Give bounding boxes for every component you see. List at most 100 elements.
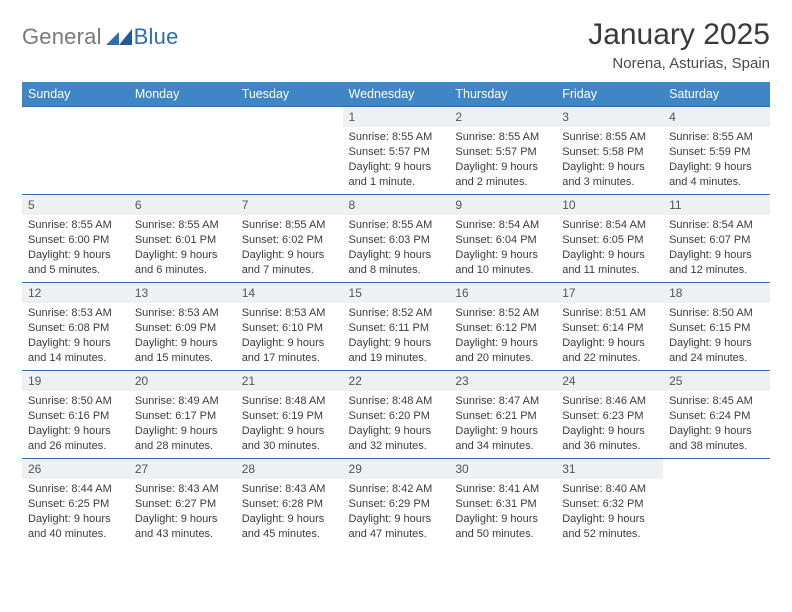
day-number: 21 [236, 371, 343, 391]
day-body [22, 127, 129, 187]
day-sunrise: Sunrise: 8:50 AM [28, 394, 123, 409]
day-daylight1: Daylight: 9 hours [242, 336, 337, 351]
calendar-cell: 31Sunrise: 8:40 AMSunset: 6:32 PMDayligh… [556, 459, 663, 547]
day-daylight1: Daylight: 9 hours [562, 248, 657, 263]
day-sunset: Sunset: 5:57 PM [455, 145, 550, 160]
day-number: 4 [663, 107, 770, 127]
day-daylight2: and 20 minutes. [455, 351, 550, 366]
day-daylight1: Daylight: 9 hours [349, 424, 444, 439]
day-sunrise: Sunrise: 8:40 AM [562, 482, 657, 497]
day-number: 16 [449, 283, 556, 303]
day-number [22, 107, 129, 127]
day-sunrise: Sunrise: 8:53 AM [28, 306, 123, 321]
day-sunset: Sunset: 6:07 PM [669, 233, 764, 248]
day-sunset: Sunset: 6:08 PM [28, 321, 123, 336]
day-daylight1: Daylight: 9 hours [28, 424, 123, 439]
day-sunset: Sunset: 6:01 PM [135, 233, 230, 248]
day-sunset: Sunset: 6:09 PM [135, 321, 230, 336]
day-daylight2: and 15 minutes. [135, 351, 230, 366]
day-daylight2: and 4 minutes. [669, 175, 764, 190]
day-daylight1: Daylight: 9 hours [242, 248, 337, 263]
day-daylight1: Daylight: 9 hours [669, 248, 764, 263]
day-body: Sunrise: 8:48 AMSunset: 6:20 PMDaylight:… [343, 391, 450, 457]
day-sunset: Sunset: 6:05 PM [562, 233, 657, 248]
calendar-cell: 12Sunrise: 8:53 AMSunset: 6:08 PMDayligh… [22, 283, 129, 371]
day-sunrise: Sunrise: 8:55 AM [135, 218, 230, 233]
day-sunset: Sunset: 6:00 PM [28, 233, 123, 248]
day-daylight1: Daylight: 9 hours [28, 512, 123, 527]
day-number: 10 [556, 195, 663, 215]
calendar-cell: 29Sunrise: 8:42 AMSunset: 6:29 PMDayligh… [343, 459, 450, 547]
day-daylight1: Daylight: 9 hours [669, 424, 764, 439]
day-body: Sunrise: 8:43 AMSunset: 6:28 PMDaylight:… [236, 479, 343, 545]
day-daylight2: and 28 minutes. [135, 439, 230, 454]
weekday-header: Saturday [663, 82, 770, 107]
day-body: Sunrise: 8:49 AMSunset: 6:17 PMDaylight:… [129, 391, 236, 457]
day-body: Sunrise: 8:50 AMSunset: 6:15 PMDaylight:… [663, 303, 770, 369]
day-daylight1: Daylight: 9 hours [562, 424, 657, 439]
day-body: Sunrise: 8:43 AMSunset: 6:27 PMDaylight:… [129, 479, 236, 545]
day-daylight2: and 3 minutes. [562, 175, 657, 190]
day-number: 13 [129, 283, 236, 303]
day-body: Sunrise: 8:45 AMSunset: 6:24 PMDaylight:… [663, 391, 770, 457]
day-body [663, 479, 770, 539]
day-number: 14 [236, 283, 343, 303]
day-sunset: Sunset: 5:59 PM [669, 145, 764, 160]
day-number [236, 107, 343, 127]
day-body: Sunrise: 8:53 AMSunset: 6:08 PMDaylight:… [22, 303, 129, 369]
calendar-cell: 28Sunrise: 8:43 AMSunset: 6:28 PMDayligh… [236, 459, 343, 547]
day-daylight2: and 45 minutes. [242, 527, 337, 542]
day-sunset: Sunset: 6:16 PM [28, 409, 123, 424]
day-sunrise: Sunrise: 8:54 AM [669, 218, 764, 233]
day-daylight1: Daylight: 9 hours [669, 336, 764, 351]
day-number: 23 [449, 371, 556, 391]
calendar-cell: 23Sunrise: 8:47 AMSunset: 6:21 PMDayligh… [449, 371, 556, 459]
calendar-cell: 14Sunrise: 8:53 AMSunset: 6:10 PMDayligh… [236, 283, 343, 371]
day-sunset: Sunset: 6:24 PM [669, 409, 764, 424]
logo-text-1: General [22, 24, 102, 50]
day-body: Sunrise: 8:51 AMSunset: 6:14 PMDaylight:… [556, 303, 663, 369]
day-daylight2: and 52 minutes. [562, 527, 657, 542]
day-daylight1: Daylight: 9 hours [349, 160, 444, 175]
logo-mark-icon [106, 29, 132, 45]
day-body [129, 127, 236, 187]
day-sunrise: Sunrise: 8:55 AM [562, 130, 657, 145]
day-daylight2: and 36 minutes. [562, 439, 657, 454]
day-daylight1: Daylight: 9 hours [135, 336, 230, 351]
day-body: Sunrise: 8:55 AMSunset: 5:57 PMDaylight:… [449, 127, 556, 193]
day-number: 30 [449, 459, 556, 479]
day-number: 27 [129, 459, 236, 479]
title-block: January 2025 Norena, Asturias, Spain [588, 18, 770, 72]
day-number: 1 [343, 107, 450, 127]
weekday-header: Wednesday [343, 82, 450, 107]
day-sunset: Sunset: 6:21 PM [455, 409, 550, 424]
day-number: 5 [22, 195, 129, 215]
day-sunrise: Sunrise: 8:54 AM [455, 218, 550, 233]
day-sunrise: Sunrise: 8:48 AM [242, 394, 337, 409]
day-daylight1: Daylight: 9 hours [562, 160, 657, 175]
calendar-row: 19Sunrise: 8:50 AMSunset: 6:16 PMDayligh… [22, 371, 770, 459]
day-sunrise: Sunrise: 8:52 AM [349, 306, 444, 321]
day-number: 2 [449, 107, 556, 127]
day-body: Sunrise: 8:40 AMSunset: 6:32 PMDaylight:… [556, 479, 663, 545]
day-daylight2: and 24 minutes. [669, 351, 764, 366]
day-number: 26 [22, 459, 129, 479]
weekday-header: Monday [129, 82, 236, 107]
calendar-cell: 1Sunrise: 8:55 AMSunset: 5:57 PMDaylight… [343, 107, 450, 195]
day-sunset: Sunset: 5:57 PM [349, 145, 444, 160]
calendar-cell: 17Sunrise: 8:51 AMSunset: 6:14 PMDayligh… [556, 283, 663, 371]
day-sunrise: Sunrise: 8:41 AM [455, 482, 550, 497]
day-daylight1: Daylight: 9 hours [455, 512, 550, 527]
weekday-header: Sunday [22, 82, 129, 107]
day-daylight1: Daylight: 9 hours [28, 248, 123, 263]
day-body: Sunrise: 8:52 AMSunset: 6:11 PMDaylight:… [343, 303, 450, 369]
calendar-cell: 2Sunrise: 8:55 AMSunset: 5:57 PMDaylight… [449, 107, 556, 195]
calendar-cell: 6Sunrise: 8:55 AMSunset: 6:01 PMDaylight… [129, 195, 236, 283]
day-sunset: Sunset: 6:29 PM [349, 497, 444, 512]
calendar-body: 1Sunrise: 8:55 AMSunset: 5:57 PMDaylight… [22, 107, 770, 547]
day-body: Sunrise: 8:47 AMSunset: 6:21 PMDaylight:… [449, 391, 556, 457]
day-number: 15 [343, 283, 450, 303]
day-body [236, 127, 343, 187]
calendar-cell: 22Sunrise: 8:48 AMSunset: 6:20 PMDayligh… [343, 371, 450, 459]
day-daylight1: Daylight: 9 hours [455, 336, 550, 351]
